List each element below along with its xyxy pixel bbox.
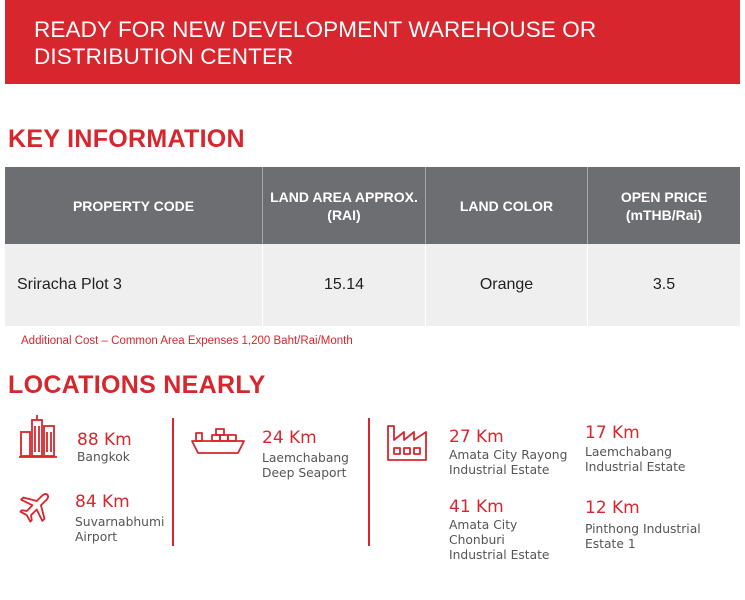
cargo-ship-icon — [191, 428, 245, 454]
key-information-table: PROPERTY CODE LAND AREA APPROX. (RAI) LA… — [5, 167, 740, 326]
header-open-price: OPEN PRICE (mTHB/Rai) — [620, 188, 708, 223]
header-land-color: LAND COLOR — [426, 167, 588, 244]
distance-value: 27 Km — [449, 427, 504, 447]
distance-value: 24 Km — [262, 428, 317, 448]
distance-value: 12 Km — [585, 498, 640, 518]
cell-land-color: Orange — [426, 244, 588, 326]
distance-value: 41 Km — [449, 497, 504, 517]
table-row: Sriracha Plot 3 15.14 Orange 3.5 — [5, 244, 740, 326]
distance-value: 88 Km — [77, 430, 132, 450]
factory-icon — [387, 425, 427, 461]
header-property-code: PROPERTY CODE — [5, 167, 263, 244]
location-name: Bangkok — [77, 450, 130, 464]
location-laemchabang-seaport: 24 Km Laemchabang Deep Seaport — [262, 428, 362, 481]
table-header-row: PROPERTY CODE LAND AREA APPROX. (RAI) LA… — [5, 167, 740, 244]
locations-heading: LOCATIONS NEARLY — [8, 371, 266, 399]
additional-cost-note: Additional Cost – Common Area Expenses 1… — [21, 335, 353, 347]
location-name: Amata City Rayong Industrial Estate — [449, 448, 568, 477]
cell-open-price: 3.5 — [652, 276, 676, 293]
location-bangkok: 88 Km Bangkok — [77, 430, 167, 465]
airplane-icon — [19, 493, 49, 523]
cell-land-area: 15.14 — [263, 244, 426, 326]
header-banner: READY FOR NEW DEVELOPMENT WAREHOUSE OR D… — [5, 0, 740, 84]
location-amata-rayong: 27 Km Amata City Rayong Industrial Estat… — [449, 427, 571, 478]
city-buildings-icon — [19, 415, 57, 458]
header-land-area: LAND AREA APPROX. (RAI) — [263, 167, 426, 244]
distance-value: 84 Km — [75, 492, 130, 512]
divider-line — [368, 418, 370, 546]
key-information-heading: KEY INFORMATION — [8, 125, 245, 153]
divider-line — [172, 418, 174, 546]
banner-title: READY FOR NEW DEVELOPMENT WAREHOUSE OR D… — [34, 17, 597, 69]
location-suvarnabhumi-airport: 84 Km Suvarnabhumi Airport — [75, 492, 171, 545]
location-laemchabang-industrial: 17 Km Laemchabang Industrial Estate — [585, 423, 703, 475]
location-name: Amata City Chonburi Industrial Estate — [449, 518, 550, 562]
location-name: Pinthong Industrial Estate 1 — [585, 522, 701, 551]
distance-value: 17 Km — [585, 423, 640, 443]
location-amata-chonburi: 41 Km Amata City Chonburi Industrial Est… — [449, 497, 561, 563]
cell-property-code: Sriracha Plot 3 — [5, 244, 263, 326]
location-name: Laemchabang Industrial Estate — [585, 445, 686, 474]
location-name: Laemchabang Deep Seaport — [262, 451, 349, 480]
location-pinthong-industrial: 12 Km Pinthong Industrial Estate 1 — [585, 498, 713, 552]
location-name: Suvarnabhumi Airport — [75, 515, 165, 544]
